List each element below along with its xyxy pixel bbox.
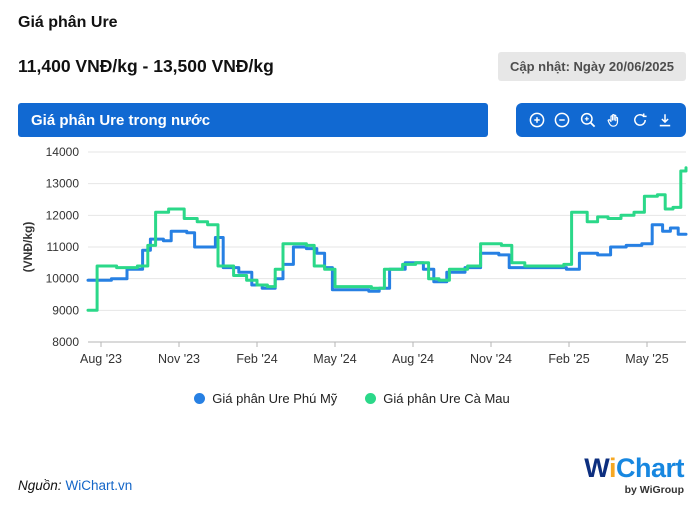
pan-icon[interactable] — [605, 111, 623, 129]
y-axis-title: (VNĐ/kg) — [21, 222, 35, 273]
legend-item-phu-my[interactable]: Giá phân Ure Phú Mỹ — [194, 391, 337, 406]
legend-dot-phu-my — [194, 393, 206, 404]
chart-title-bar: Giá phân Ure trong nước — [18, 103, 488, 137]
x-tick-label: Aug '23 — [80, 352, 122, 366]
series-line-0 — [86, 223, 688, 293]
x-tick-label: May '24 — [313, 352, 356, 366]
chart-area: 8000 9000 10000 11000 12000 13000 14000 Aug '23… — [18, 142, 688, 379]
logo-i: i — [608, 452, 617, 483]
x-tick-label: Feb '25 — [548, 352, 589, 366]
legend: Giá phân Ure Phú Mỹ Giá phân Ure Cà Mau — [18, 391, 686, 406]
zoom-select-icon[interactable] — [579, 111, 597, 129]
y-tick-label: 14000 — [46, 145, 80, 159]
x-tick-label: Nov '23 — [158, 352, 200, 366]
logo-subtext: by WiGroup — [624, 483, 684, 496]
series-line-1 — [86, 166, 688, 312]
zoom-in-icon[interactable] — [528, 111, 546, 129]
wichart-logo: WiChart by WiGroup — [584, 452, 685, 496]
source-link[interactable]: WiChart.vn — [65, 478, 133, 493]
legend-label-phu-my: Giá phân Ure Phú Mỹ — [212, 391, 338, 406]
chart-header-row: Giá phân Ure trong nước — [18, 103, 686, 137]
price-range: 11,400 VNĐ/kg - 13,500 VNĐ/kg — [18, 56, 274, 76]
legend-item-ca-mau[interactable]: Giá phân Ure Cà Mau — [365, 391, 510, 406]
price-chart[interactable]: 8000 9000 10000 11000 12000 13000 14000 Aug '23… — [18, 142, 690, 374]
y-tick-label: 12000 — [46, 208, 80, 222]
reset-zoom-icon[interactable] — [631, 111, 649, 129]
x-tick-label: Nov '24 — [470, 352, 512, 366]
y-tick-label: 13000 — [46, 177, 80, 191]
subheader: 11,400 VNĐ/kg - 13,500 VNĐ/kg Cập nhật: … — [18, 52, 686, 81]
chart-title: Giá phân Ure trong nước — [31, 111, 211, 129]
y-tick-label: 11000 — [47, 240, 80, 254]
x-tick-label: May '25 — [625, 352, 668, 366]
zoom-out-icon[interactable] — [553, 111, 571, 129]
y-tick-label: 8000 — [52, 335, 79, 349]
y-tick-label: 9000 — [52, 303, 79, 317]
source: Nguồn: WiChart.vn — [18, 478, 132, 493]
legend-dot-ca-mau — [365, 393, 377, 404]
x-tick-label: Aug '24 — [392, 352, 434, 366]
update-badge: Cập nhật: Ngày 20/06/2025 — [497, 52, 686, 81]
y-tick-label: 10000 — [46, 272, 80, 286]
logo-wordmark: WiChart — [584, 452, 685, 483]
logo-chart: Chart — [615, 452, 685, 483]
chart-toolbar — [516, 103, 686, 137]
page-title: Giá phân Ure — [18, 14, 118, 31]
download-icon[interactable] — [656, 111, 674, 129]
x-tick-label: Feb '24 — [236, 352, 277, 366]
legend-label-ca-mau: Giá phân Ure Cà Mau — [383, 391, 510, 406]
logo-w: W — [584, 452, 609, 483]
source-label: Nguồn: — [18, 478, 62, 493]
